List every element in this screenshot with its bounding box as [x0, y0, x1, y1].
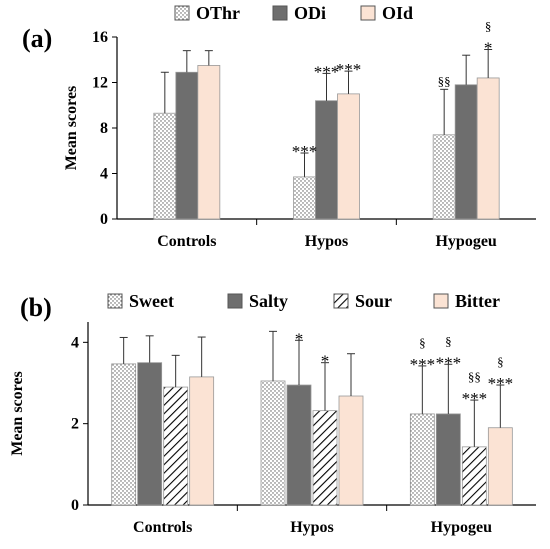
bar-bitter: [487, 427, 513, 506]
y-tick-label: 12: [92, 75, 108, 92]
significance-marker: ***: [292, 142, 318, 161]
legend-label: ODi: [294, 3, 326, 23]
legend-label: Sweet: [129, 291, 174, 311]
bar-sour: [461, 446, 487, 506]
y-tick-label: 2: [71, 416, 79, 433]
significance-marker: ***: [462, 389, 488, 408]
bar-sweet: [111, 363, 137, 506]
legend-swatch-othr: [174, 5, 190, 21]
legend-swatch-oid: [360, 5, 376, 21]
panel-label: (a): [22, 24, 52, 53]
panel-b-chart: (b) Mean scores 0 2 4 Controls Hypos Hypogeu * * §…: [9, 291, 536, 536]
y-axis-label: Mean scores: [9, 371, 26, 456]
bar-odi: [315, 100, 338, 220]
significance-marker: *: [484, 39, 493, 58]
bar-oid: [476, 77, 500, 220]
legend-label: Bitter: [455, 291, 500, 311]
significance-marker: *: [321, 352, 330, 371]
significance-marker: §: [485, 19, 492, 34]
bar-bitter: [338, 395, 364, 506]
legend-swatch-odi: [272, 5, 288, 21]
significance-marker: ***: [410, 355, 436, 374]
legend-swatch-sweet: [107, 293, 123, 309]
bar-odi: [175, 71, 199, 220]
y-tick-label: 4: [71, 334, 79, 351]
category-label: Hypogeu: [435, 233, 496, 250]
bar-salty: [137, 362, 163, 506]
significance-marker: §: [419, 335, 426, 350]
legend-swatch-salty: [227, 293, 243, 309]
bar-oid: [337, 93, 360, 220]
legend-label: OId: [382, 3, 413, 23]
panel-label: (b): [20, 293, 52, 322]
legend-label: OThr: [196, 3, 240, 23]
category-label: Hypos: [305, 233, 349, 250]
significance-marker: §: [445, 333, 452, 348]
y-tick-label: 0: [71, 497, 79, 514]
bar-sour: [163, 386, 189, 506]
bar-sweet: [409, 413, 435, 506]
legend-label: Sour: [355, 291, 392, 311]
y-axis-label: Mean scores: [63, 86, 80, 171]
significance-marker: *: [295, 329, 304, 348]
legend-swatch-sour: [333, 293, 349, 309]
bar-othr: [153, 112, 177, 220]
significance-marker: §§: [468, 369, 481, 384]
bar-oid: [197, 65, 221, 220]
bar-bitter: [189, 376, 215, 506]
bar-sour: [312, 410, 338, 506]
legend-swatch-bitter: [433, 293, 449, 309]
panel-a-chart: (a) Mean scores 0 4 8 12 16 Controls Hypos Hypoge…: [22, 3, 536, 250]
category-label: Controls: [157, 233, 216, 250]
legend-label: Salty: [249, 291, 288, 311]
y-tick-label: 8: [100, 120, 108, 137]
y-tick-label: 16: [92, 29, 108, 46]
bar-othr: [293, 176, 316, 220]
bar-odi: [454, 84, 478, 220]
y-tick-label: 4: [100, 166, 108, 183]
significance-marker: ***: [336, 60, 362, 79]
significance-marker: ***: [314, 62, 340, 81]
category-label: Controls: [133, 519, 192, 536]
significance-marker: ***: [488, 374, 514, 393]
category-label: Hypos: [290, 519, 334, 536]
bar-othr: [432, 134, 456, 220]
bar-sweet: [260, 380, 286, 506]
y-tick-label: 0: [100, 211, 108, 228]
bar-salty: [435, 413, 461, 506]
category-label: Hypogeu: [431, 519, 492, 536]
bar-salty: [286, 384, 312, 506]
significance-marker: §: [497, 354, 504, 369]
significance-marker: §§: [438, 73, 451, 88]
significance-marker: ***: [436, 353, 462, 372]
